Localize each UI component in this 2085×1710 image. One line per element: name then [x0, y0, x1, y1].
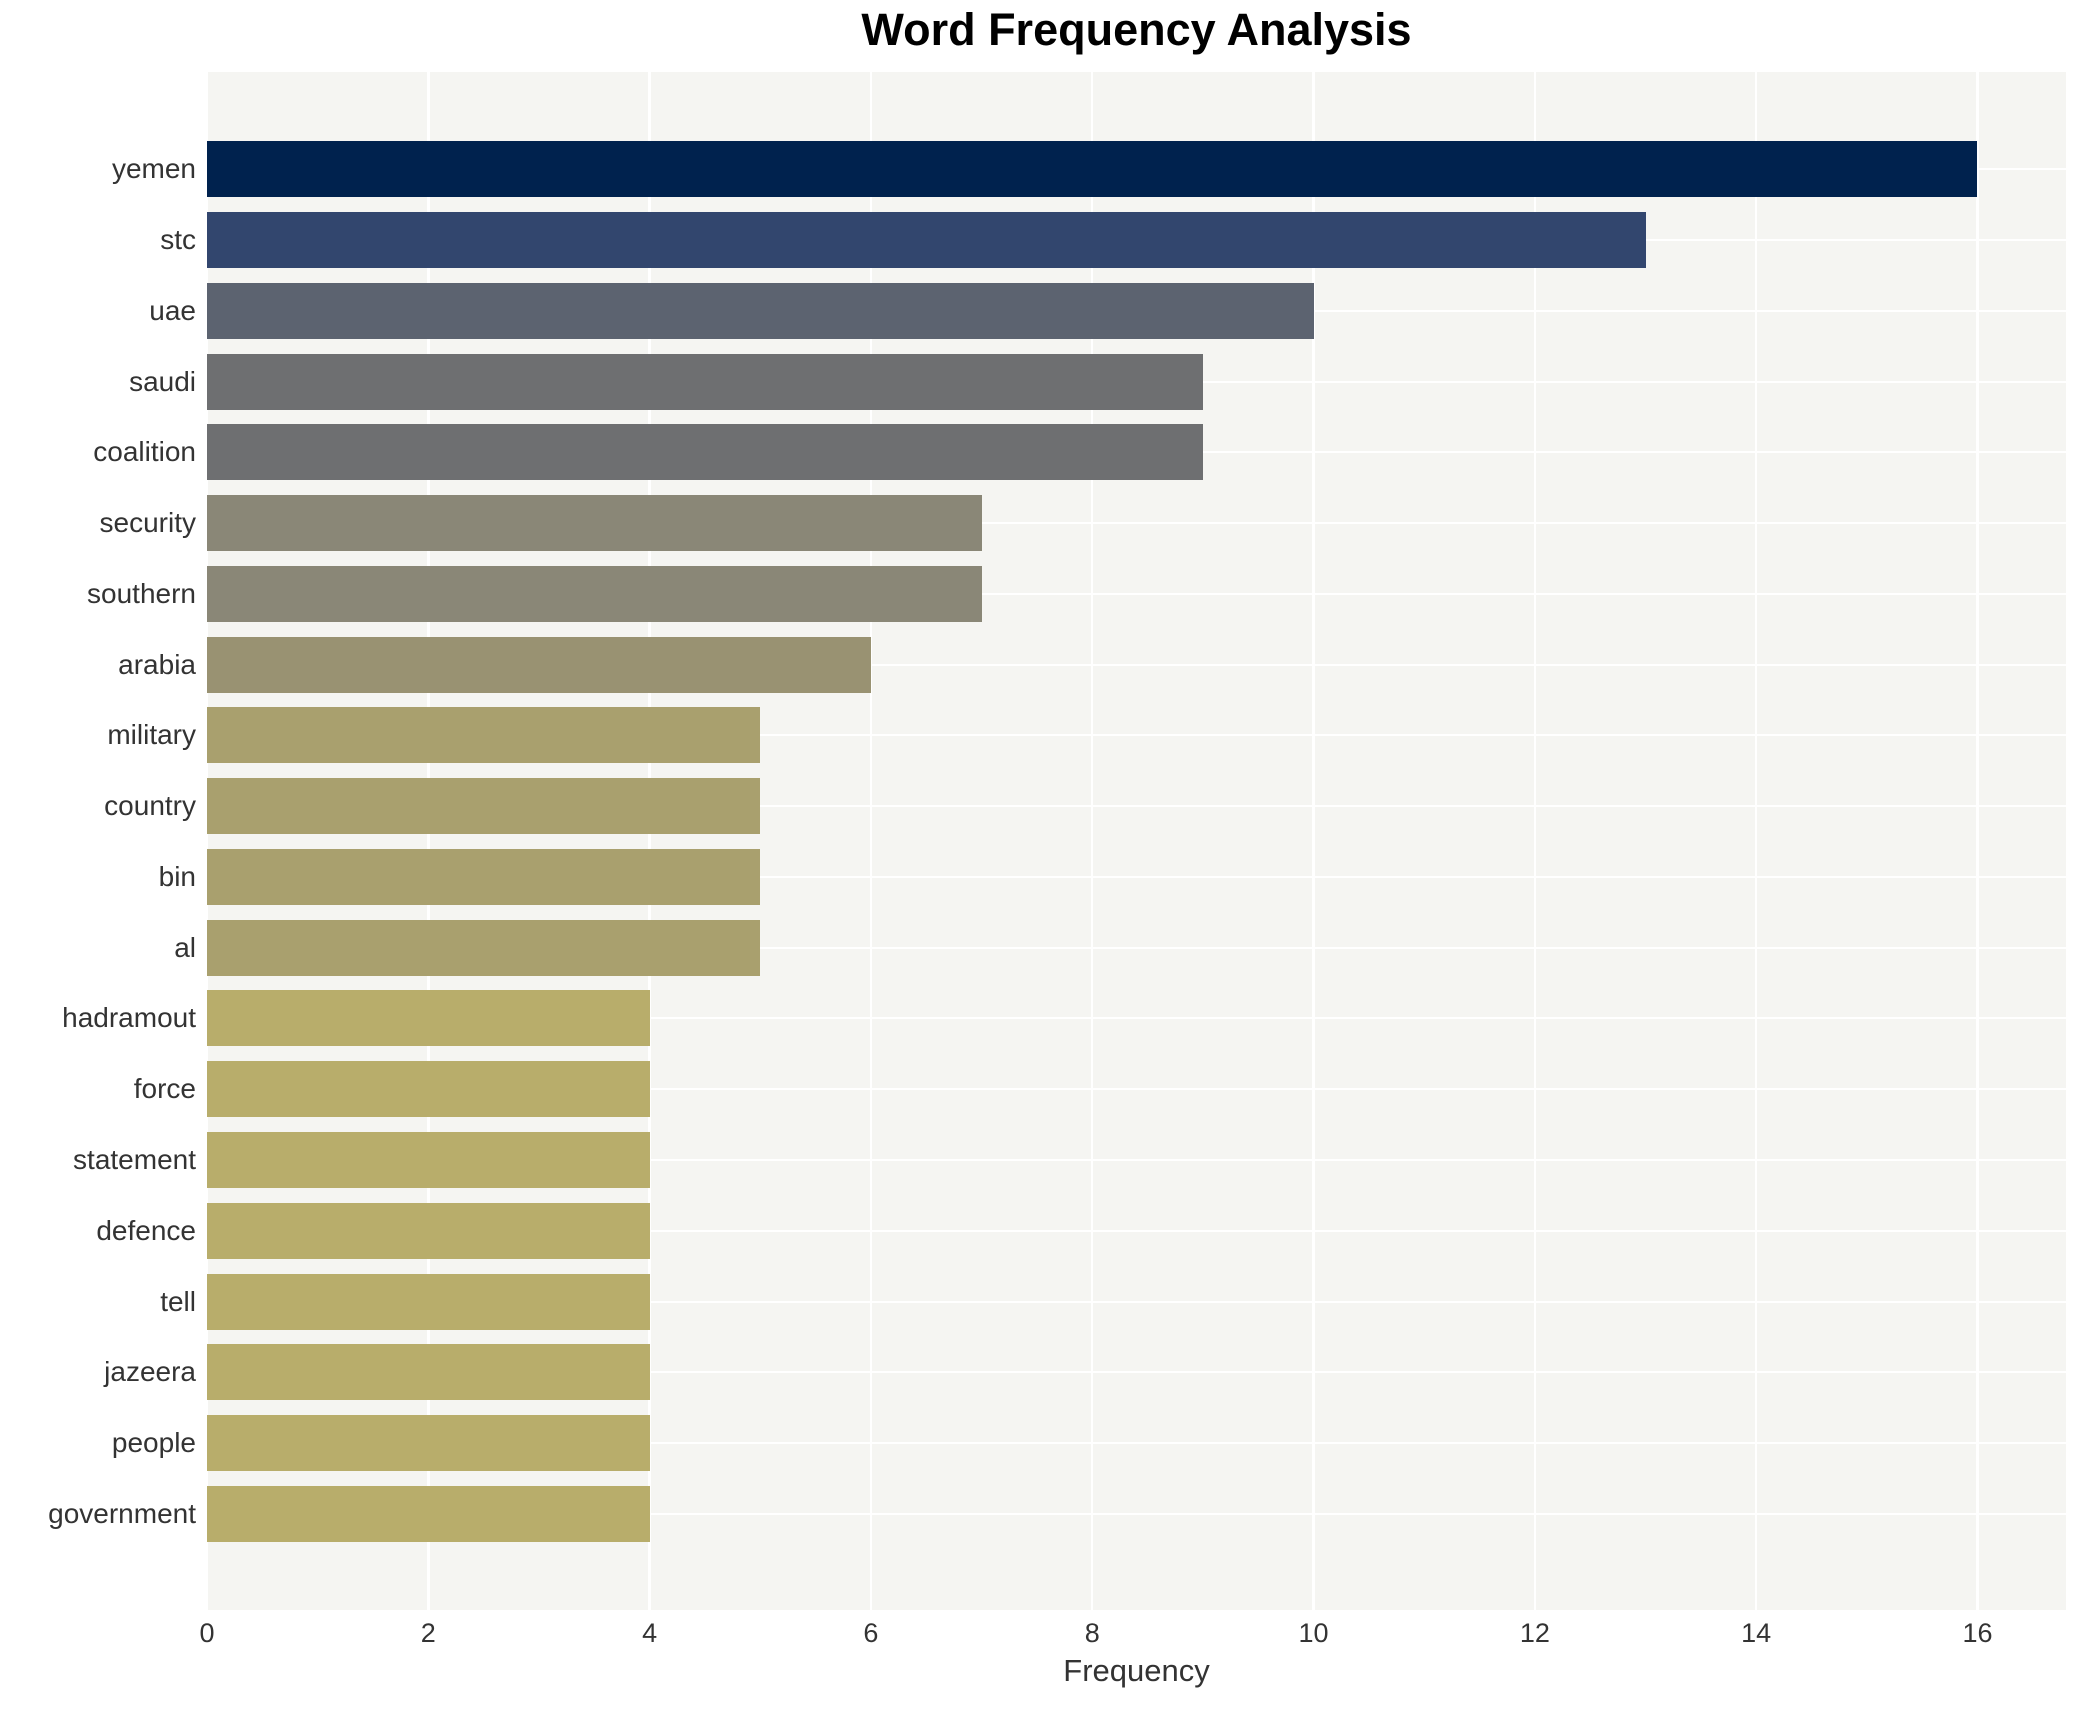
y-tick-label: jazeera: [104, 1356, 196, 1388]
gridline-y: [207, 592, 2066, 595]
gridline-y: [207, 1088, 2066, 1091]
gridline-x: [1976, 72, 1979, 1610]
bar-security: [207, 495, 982, 552]
gridline-y: [207, 805, 2066, 808]
gridline-y: [207, 1512, 2066, 1515]
bar-arabia: [207, 636, 871, 693]
gridline-y: [207, 1158, 2066, 1161]
y-tick-label: force: [133, 1073, 196, 1105]
bar-tell: [207, 1273, 650, 1330]
y-tick-label: bin: [158, 860, 196, 892]
x-axis-label: Frequency: [1063, 1653, 1210, 1688]
x-tick-label: 16: [1962, 1618, 1993, 1648]
x-tick-label: 4: [642, 1618, 658, 1648]
gridline-y: [207, 1300, 2066, 1303]
y-tick-label: saudi: [129, 365, 196, 397]
bar-hadramout: [207, 990, 650, 1047]
y-tick-label: coalition: [93, 436, 196, 468]
y-tick-label: hadramout: [62, 1002, 196, 1034]
x-tick-label: 12: [1519, 1618, 1550, 1648]
y-tick-label: tell: [160, 1285, 196, 1317]
gridline-x: [205, 72, 209, 1610]
gridline-y: [207, 522, 2066, 525]
y-tick-label: al: [174, 931, 196, 963]
bar-bin: [207, 848, 761, 905]
gridline-y: [207, 1442, 2066, 1445]
x-tick-label: 10: [1298, 1618, 1329, 1648]
bar-defence: [207, 1202, 650, 1259]
gridline-x: [1090, 72, 1094, 1610]
gridline-y: [207, 1371, 2066, 1374]
bar-southern: [207, 565, 982, 622]
gridline-x: [427, 72, 430, 1610]
y-tick-label: security: [99, 507, 196, 539]
bar-force: [207, 1061, 650, 1118]
x-tick-label: 6: [863, 1618, 879, 1648]
bar-country: [207, 778, 761, 835]
gridline-x: [1754, 72, 1758, 1610]
y-tick-label: statement: [73, 1143, 196, 1175]
bar-government: [207, 1485, 650, 1542]
x-tick-label: 0: [199, 1618, 215, 1648]
y-tick-label: military: [107, 719, 196, 751]
x-tick-label: 8: [1084, 1618, 1100, 1648]
y-tick-label: uae: [149, 294, 196, 326]
gridline-y: [207, 946, 2066, 949]
y-tick-label: stc: [160, 223, 196, 255]
plot-area: [205, 72, 2066, 1610]
y-tick-label: southern: [87, 577, 196, 609]
gridline-y: [207, 875, 2066, 878]
bar-al: [207, 919, 761, 976]
bar-yemen: [207, 141, 1978, 198]
bar-stc: [207, 211, 1646, 268]
gridline-y: [207, 663, 2066, 666]
gridline-y: [207, 734, 2066, 737]
gridline-x: [648, 72, 651, 1610]
y-tick-label: people: [111, 1427, 196, 1459]
y-tick-label: arabia: [118, 648, 196, 680]
bar-people: [207, 1415, 650, 1472]
bar-saudi: [207, 353, 1203, 410]
bar-jazeera: [207, 1344, 650, 1401]
gridline-x: [869, 72, 873, 1610]
gridline-x: [1312, 72, 1315, 1610]
gridline-x: [1533, 72, 1537, 1610]
bar-military: [207, 707, 761, 764]
y-tick-label: defence: [96, 1214, 196, 1246]
bar-uae: [207, 282, 1314, 339]
bar-coalition: [207, 424, 1203, 481]
x-tick-label: 14: [1741, 1618, 1772, 1648]
gridline-y: [207, 1229, 2066, 1232]
y-tick-label: yemen: [111, 153, 196, 185]
chart-title: Word Frequency Analysis: [861, 4, 1412, 55]
gridline-y: [207, 1017, 2066, 1020]
y-tick-label: government: [48, 1497, 196, 1529]
bar-statement: [207, 1131, 650, 1188]
x-tick-label: 2: [420, 1618, 436, 1648]
y-tick-label: country: [104, 790, 196, 822]
